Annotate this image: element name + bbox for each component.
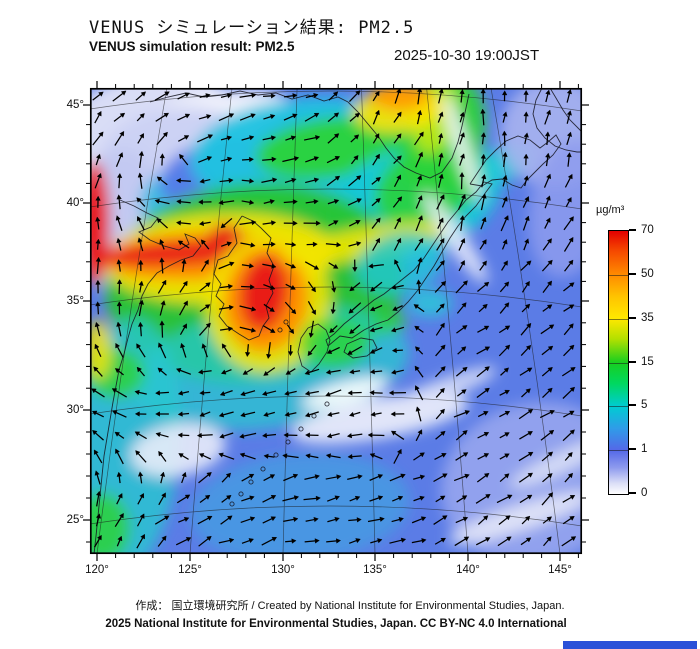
- colorbar-unit-label: µg/m³: [596, 204, 625, 216]
- y-axis-tick-label: 45°: [66, 99, 84, 111]
- colorbar-tick-label: 15: [641, 355, 654, 368]
- license-line: 2025 National Institute for Environmenta…: [105, 618, 567, 630]
- colorbar-tick-mark: [629, 360, 636, 363]
- x-axis-tick-label: 120°: [85, 564, 109, 576]
- map-clipped-content: [90, 88, 582, 554]
- colorbar: [608, 230, 629, 495]
- y-axis-tick-label: 40°: [66, 197, 84, 209]
- pm25-map-canvas: [83, 81, 589, 561]
- bottom-scrollbar-thumb[interactable]: [563, 641, 697, 649]
- graticule-grid-lines: [90, 88, 582, 554]
- colorbar-segment-divider: [609, 274, 628, 276]
- colorbar-tick-label: 1: [641, 443, 648, 456]
- axis-tick-marks: [83, 81, 589, 561]
- colorbar-tick-label: 5: [641, 399, 648, 412]
- colorbar-tick-mark: [629, 448, 636, 451]
- colorbar-tick-mark: [629, 272, 636, 275]
- y-axis-tick-label: 30°: [66, 404, 84, 416]
- x-axis-tick-label: 130°: [271, 564, 295, 576]
- page-title-jp: VENUS シミュレーション結果: PM2.5: [89, 18, 415, 38]
- colorbar-tick-mark: [629, 316, 636, 319]
- colorbar-tick-mark: [629, 229, 636, 231]
- colorbar-segment-divider: [609, 318, 628, 320]
- x-axis-tick-label: 140°: [456, 564, 480, 576]
- colorbar-segment-divider: [609, 450, 628, 452]
- x-axis-tick-label: 145°: [548, 564, 572, 576]
- colorbar-tick-mark: [629, 404, 636, 407]
- wind-arrows: [91, 88, 577, 549]
- y-axis-tick-label: 25°: [66, 514, 84, 526]
- credit-line: 作成： 国立環境研究所 / Created by National Instit…: [135, 600, 565, 612]
- x-axis-tick-label: 125°: [178, 564, 202, 576]
- colorbar-tick-label: 70: [641, 224, 654, 236]
- page-title-en: VENUS simulation result: PM2.5: [89, 39, 295, 54]
- colorbar-segment-divider: [609, 406, 628, 408]
- map-plot-area: [83, 81, 589, 561]
- x-axis-tick-label: 135°: [363, 564, 387, 576]
- timestamp-label: 2025-10-30 19:00JST: [394, 47, 540, 64]
- colorbar-tick-mark: [629, 492, 636, 494]
- colorbar-tick-label: 50: [641, 267, 654, 280]
- map-frame: [89, 87, 583, 555]
- colorbar-tick-label: 0: [641, 487, 648, 499]
- colorbar-segment-divider: [609, 362, 628, 364]
- y-axis-tick-label: 35°: [66, 295, 84, 307]
- colorbar-tick-label: 35: [641, 311, 654, 324]
